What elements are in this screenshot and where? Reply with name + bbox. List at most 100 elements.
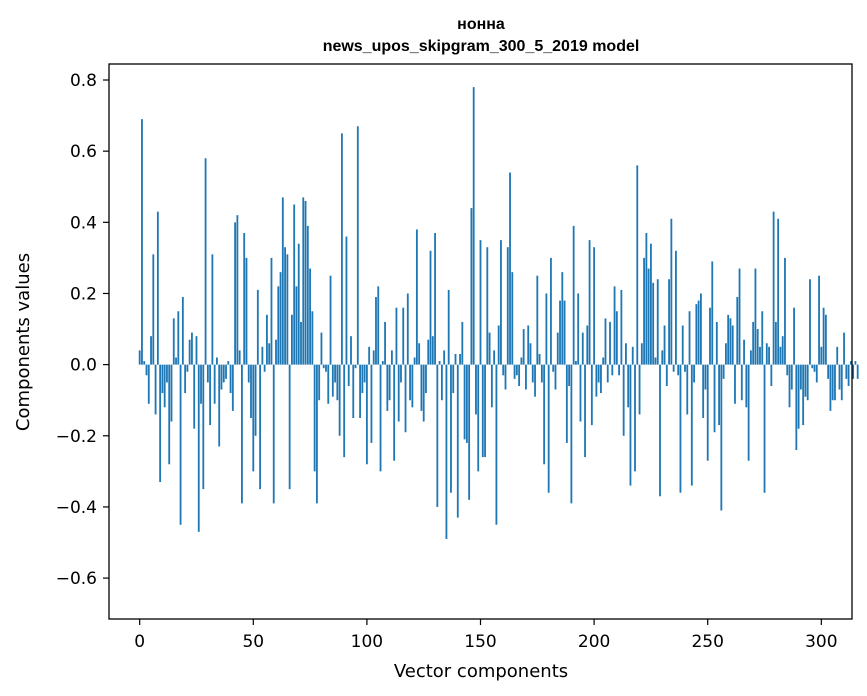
bar-265 <box>740 364 743 401</box>
bar-221 <box>640 343 643 365</box>
bar-260 <box>729 318 732 365</box>
bar-248 <box>702 364 705 418</box>
bar-262 <box>734 364 736 404</box>
bar-114 <box>397 364 400 422</box>
bar-214 <box>625 343 627 365</box>
bar-254 <box>715 321 718 365</box>
bar-206 <box>606 364 609 383</box>
bar-189 <box>568 364 571 386</box>
bar-166 <box>515 364 518 376</box>
bar-164 <box>511 272 514 365</box>
bar-122 <box>415 229 418 365</box>
bar-38 <box>225 364 227 379</box>
bar-290 <box>797 364 800 429</box>
bar-25 <box>195 336 198 365</box>
bar-144 <box>465 364 468 443</box>
bar-63 <box>281 197 284 365</box>
bar-194 <box>579 364 582 422</box>
bar-312 <box>847 364 850 386</box>
y-tick-label-2: −0.2 <box>56 427 97 447</box>
bar-215 <box>627 364 630 408</box>
bar-165 <box>513 364 516 379</box>
bar-198 <box>588 240 591 365</box>
bar-43 <box>236 215 239 365</box>
bar-305 <box>831 364 834 401</box>
bar-239 <box>681 325 684 365</box>
bar-251 <box>709 307 711 365</box>
bar-299 <box>818 275 820 365</box>
bar-225 <box>650 243 652 365</box>
bar-106 <box>379 364 382 472</box>
y-tick-label-0: −0.6 <box>56 569 97 589</box>
bar-242 <box>688 311 691 365</box>
bar-153 <box>486 247 489 365</box>
bar-295 <box>809 279 811 365</box>
bar-84 <box>329 275 332 365</box>
bar-169 <box>522 329 525 365</box>
bar-300 <box>820 346 823 365</box>
bar-310 <box>843 332 845 365</box>
bar-195 <box>581 332 584 365</box>
bar-77 <box>313 364 316 472</box>
bar-35 <box>218 364 221 447</box>
bar-79 <box>318 364 321 401</box>
y-tick-label-7: 0.8 <box>70 71 97 91</box>
bar-233 <box>668 279 670 365</box>
bar-294 <box>806 364 809 401</box>
bar-219 <box>636 165 639 365</box>
bar-74 <box>306 225 309 365</box>
bar-130 <box>434 232 436 365</box>
bar-184 <box>556 332 559 365</box>
bar-176 <box>538 353 541 365</box>
bar-302 <box>824 314 827 365</box>
bar-28 <box>202 364 205 490</box>
y-tick-label-6: 0.6 <box>70 142 97 162</box>
bar-116 <box>402 307 405 365</box>
bar-154 <box>488 332 491 365</box>
x-tick-label-100: 100 <box>351 632 383 652</box>
bar-34 <box>216 357 218 365</box>
bar-190 <box>570 364 573 504</box>
bar-18 <box>179 364 182 525</box>
plot-area-frame <box>108 63 853 620</box>
bar-274 <box>761 311 764 365</box>
bar-257 <box>722 364 725 379</box>
bar-249 <box>704 364 707 390</box>
bar-108 <box>384 321 386 365</box>
bar-149 <box>477 364 480 472</box>
bar-224 <box>647 268 650 365</box>
bar-298 <box>815 364 818 383</box>
bar-218 <box>634 364 636 472</box>
bar-145 <box>468 364 471 500</box>
bar-105 <box>377 286 380 365</box>
bar-311 <box>845 364 848 379</box>
bar-237 <box>677 364 680 376</box>
bar-36 <box>220 364 223 390</box>
bar-138 <box>452 364 455 394</box>
bar-256 <box>720 364 723 511</box>
bar-159 <box>500 240 502 365</box>
bar-175 <box>536 275 539 365</box>
bar-209 <box>613 286 616 365</box>
bar-309 <box>840 364 843 401</box>
bar-263 <box>736 297 739 365</box>
bar-26 <box>197 364 200 532</box>
bar-238 <box>679 364 682 493</box>
bar-23 <box>191 332 193 365</box>
bar-112 <box>393 364 396 461</box>
bar-12 <box>166 364 168 383</box>
bar-232 <box>665 364 668 386</box>
bar-161 <box>504 364 507 390</box>
bar-87 <box>336 364 339 401</box>
bar-4 <box>147 364 150 404</box>
bar-284 <box>784 257 786 365</box>
bar-155 <box>490 364 493 408</box>
bar-296 <box>811 364 814 369</box>
bar-121 <box>413 357 416 365</box>
bar-101 <box>368 346 371 365</box>
bar-313 <box>849 361 852 365</box>
bar-127 <box>427 339 430 365</box>
bar-185 <box>559 300 561 365</box>
bar-259 <box>727 314 730 365</box>
bar-216 <box>629 364 632 486</box>
